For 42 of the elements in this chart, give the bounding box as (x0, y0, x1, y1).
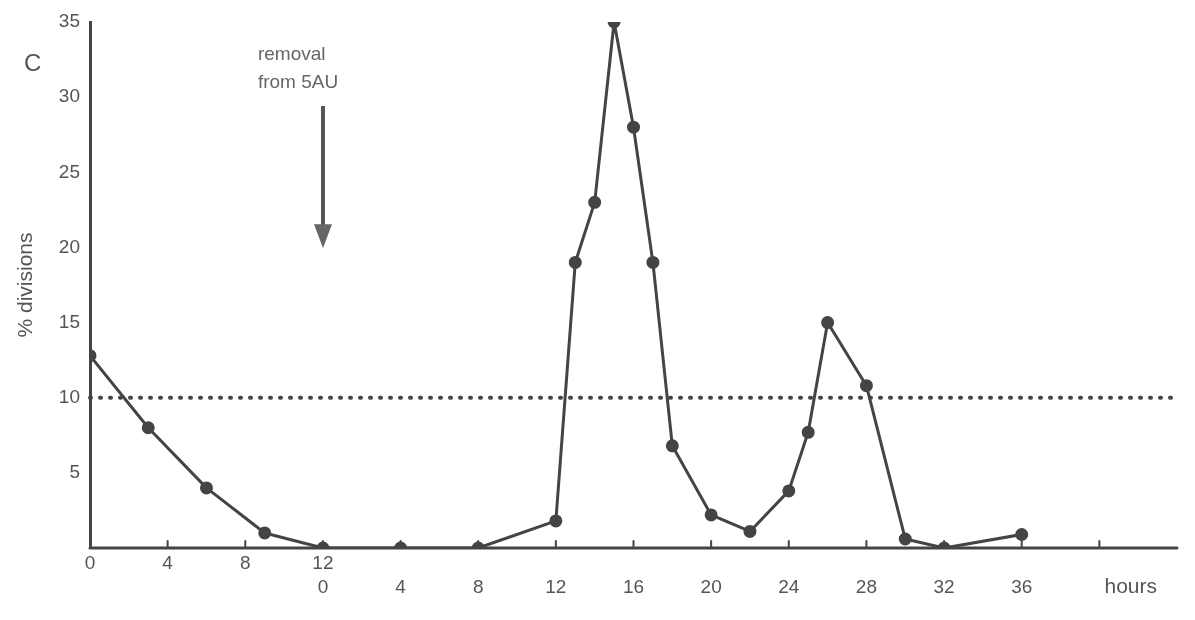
point (141, 421, 155, 435)
y-tick-label: 20 (58, 235, 80, 257)
x-axis-title: hours (1104, 573, 1157, 597)
x-tick-label: 32 (933, 575, 955, 597)
x-tick-label: 36 (1011, 575, 1033, 597)
point (588, 195, 602, 209)
x-tick-label: 12 (545, 575, 567, 597)
x-tick-label: 24 (778, 575, 800, 597)
annotation: removal from 5AU (257, 42, 340, 94)
point (898, 532, 912, 546)
point (646, 255, 660, 269)
point (821, 316, 835, 330)
y-tick-label: 10 (58, 385, 80, 407)
y-tick-label: 15 (58, 310, 80, 332)
point (549, 514, 563, 528)
x-tick-label: 20 (700, 575, 722, 597)
y-tick-label: 25 (58, 160, 80, 182)
x2-tick-label: 8 (240, 551, 251, 573)
point (743, 524, 757, 538)
y-tick-label: 35 (58, 10, 80, 32)
point (627, 120, 640, 134)
x2-tick-label: 12 (312, 551, 334, 573)
point (782, 484, 796, 498)
x-tick-label: 28 (855, 575, 877, 597)
x-tick-label: 16 (622, 575, 645, 597)
point (704, 508, 718, 522)
text: C (24, 48, 42, 76)
point (859, 379, 873, 393)
y-axis-title: % divisions (13, 232, 37, 338)
point (665, 439, 679, 453)
x-tick-label: 0 (317, 575, 329, 597)
x2-tick-label: 4 (162, 551, 174, 573)
y-tick-label: 30 (58, 85, 80, 107)
y-tick-label: 5 (69, 461, 80, 483)
x-tick-label: 4 (395, 575, 407, 597)
point (1015, 527, 1029, 541)
x2-tick-label: 0 (84, 551, 96, 573)
point (258, 526, 272, 540)
x-tick-label: 8 (472, 575, 484, 597)
point (801, 425, 815, 439)
point (199, 481, 213, 495)
point (568, 255, 582, 269)
